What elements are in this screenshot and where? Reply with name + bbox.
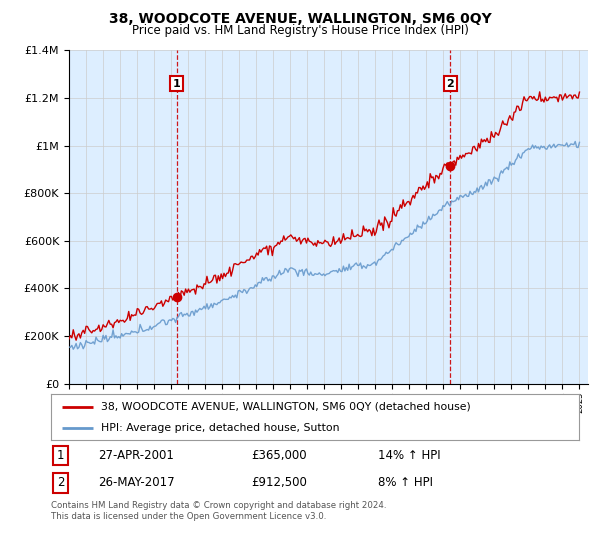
Text: Price paid vs. HM Land Registry's House Price Index (HPI): Price paid vs. HM Land Registry's House … bbox=[131, 24, 469, 36]
Text: 27-APR-2001: 27-APR-2001 bbox=[98, 449, 175, 462]
Text: 2: 2 bbox=[57, 477, 64, 489]
Text: HPI: Average price, detached house, Sutton: HPI: Average price, detached house, Sutt… bbox=[101, 423, 340, 433]
Text: Contains HM Land Registry data © Crown copyright and database right 2024.
This d: Contains HM Land Registry data © Crown c… bbox=[51, 501, 386, 521]
Text: 8% ↑ HPI: 8% ↑ HPI bbox=[379, 477, 433, 489]
Text: 38, WOODCOTE AVENUE, WALLINGTON, SM6 0QY (detached house): 38, WOODCOTE AVENUE, WALLINGTON, SM6 0QY… bbox=[101, 402, 471, 412]
Text: 2: 2 bbox=[446, 79, 454, 88]
Text: 1: 1 bbox=[57, 449, 64, 462]
Text: 1: 1 bbox=[173, 79, 181, 88]
Text: £365,000: £365,000 bbox=[251, 449, 307, 462]
Text: £912,500: £912,500 bbox=[251, 477, 308, 489]
Text: 14% ↑ HPI: 14% ↑ HPI bbox=[379, 449, 441, 462]
Text: 38, WOODCOTE AVENUE, WALLINGTON, SM6 0QY: 38, WOODCOTE AVENUE, WALLINGTON, SM6 0QY bbox=[109, 12, 491, 26]
Text: 26-MAY-2017: 26-MAY-2017 bbox=[98, 477, 175, 489]
